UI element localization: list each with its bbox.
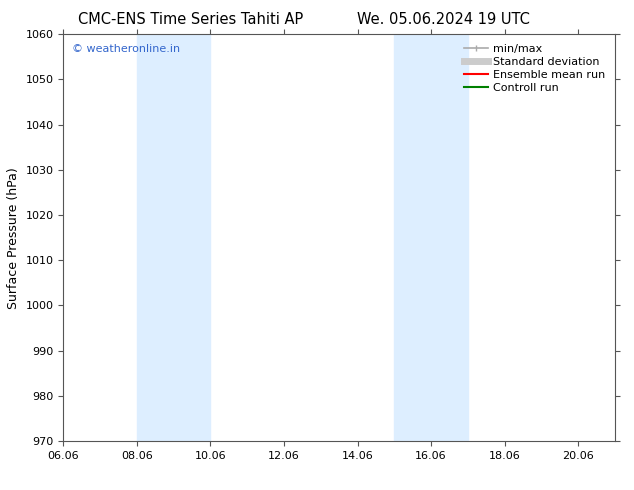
Text: We. 05.06.2024 19 UTC: We. 05.06.2024 19 UTC xyxy=(358,12,530,27)
Text: CMC-ENS Time Series Tahiti AP: CMC-ENS Time Series Tahiti AP xyxy=(77,12,303,27)
Bar xyxy=(137,34,210,441)
Text: © weatheronline.in: © weatheronline.in xyxy=(72,45,180,54)
Bar xyxy=(394,34,468,441)
Legend: min/max, Standard deviation, Ensemble mean run, Controll run: min/max, Standard deviation, Ensemble me… xyxy=(460,40,609,97)
Y-axis label: Surface Pressure (hPa): Surface Pressure (hPa) xyxy=(7,167,20,309)
